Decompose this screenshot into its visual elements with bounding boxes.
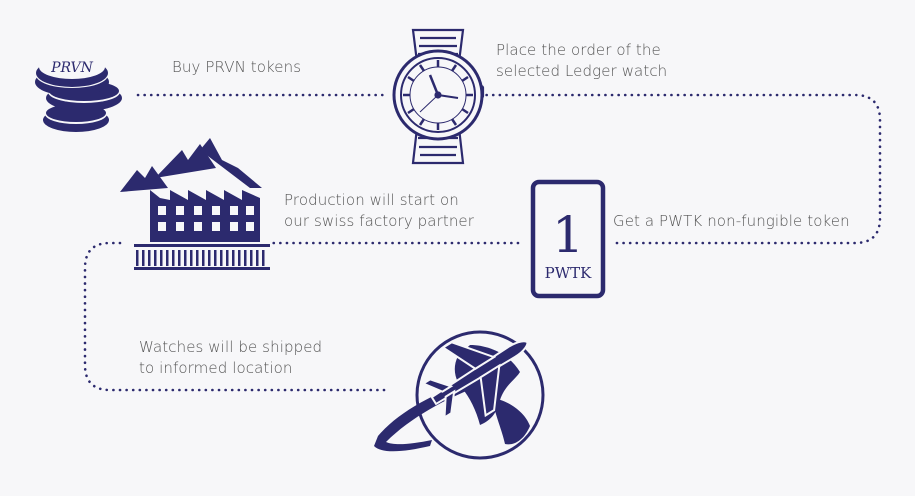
step-shipping-label: Watches will be shipped to informed loca… xyxy=(139,338,323,377)
token-card-icon: 1 PWTK xyxy=(530,179,606,299)
factory-icon xyxy=(120,138,270,270)
token-number: 1 xyxy=(552,206,584,264)
flow-connector-left xyxy=(83,241,392,392)
step-nft-label: Get a PWTK non-fungible token xyxy=(613,212,850,230)
watch-icon xyxy=(392,28,485,165)
step-order-label: Place the order of the selected Ledger w… xyxy=(496,41,668,80)
step-buy-label: Buy PRVN tokens xyxy=(172,58,302,76)
token-label: PWTK xyxy=(545,264,593,282)
coin-stack-icon: PRVN xyxy=(35,55,122,132)
step-production-label: Production will start on our swiss facto… xyxy=(284,191,475,230)
airplane-globe-icon xyxy=(374,330,545,460)
coin-label: PRVN xyxy=(50,60,94,76)
